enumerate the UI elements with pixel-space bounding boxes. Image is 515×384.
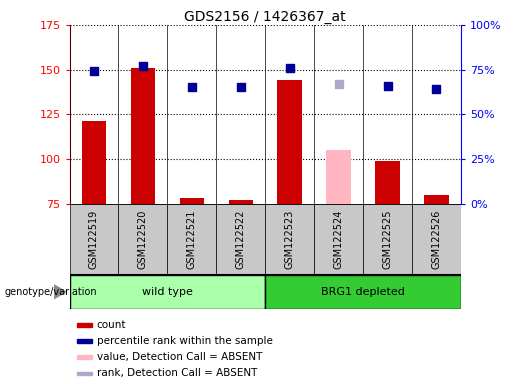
Bar [327, 150, 351, 204]
Title: GDS2156 / 1426367_at: GDS2156 / 1426367_at [184, 10, 346, 24]
Point [90, 68, 98, 74]
Bar [314, 204, 363, 275]
Text: GSM122523: GSM122523 [285, 209, 295, 269]
Bar [265, 275, 461, 309]
Text: GSM122519: GSM122519 [89, 209, 99, 269]
Point [139, 63, 147, 69]
Text: genotype/variation: genotype/variation [4, 287, 97, 297]
Text: GSM122520: GSM122520 [138, 209, 148, 269]
Text: rank, Detection Call = ABSENT: rank, Detection Call = ABSENT [97, 368, 257, 379]
Bar [70, 275, 265, 309]
Bar [265, 204, 314, 275]
Bar [77, 356, 92, 359]
Point [335, 81, 343, 87]
Bar [77, 339, 92, 343]
Bar [229, 200, 253, 204]
Point [187, 84, 196, 91]
Point [383, 83, 391, 89]
Bar [412, 204, 461, 275]
Bar [77, 372, 92, 375]
Text: BRG1 depleted: BRG1 depleted [321, 287, 405, 297]
Bar [77, 323, 92, 327]
Bar [167, 204, 216, 275]
Bar [118, 204, 167, 275]
Bar [216, 204, 265, 275]
Bar [180, 198, 204, 204]
Text: GSM122521: GSM122521 [187, 209, 197, 269]
Bar [424, 195, 449, 204]
Text: wild type: wild type [142, 287, 193, 297]
Text: percentile rank within the sample: percentile rank within the sample [97, 336, 272, 346]
Text: GSM122524: GSM122524 [334, 209, 344, 269]
Text: GSM122522: GSM122522 [236, 209, 246, 269]
Text: count: count [97, 320, 126, 330]
Point [432, 86, 440, 92]
Bar [363, 204, 412, 275]
Point [285, 65, 294, 71]
Point [236, 84, 245, 91]
Polygon shape [54, 284, 67, 300]
Bar [70, 204, 118, 275]
Bar [375, 161, 400, 204]
Text: GSM122526: GSM122526 [432, 209, 441, 269]
Text: value, Detection Call = ABSENT: value, Detection Call = ABSENT [97, 352, 262, 362]
Bar [82, 121, 106, 204]
Bar [278, 80, 302, 204]
Text: GSM122525: GSM122525 [383, 209, 392, 269]
Bar [131, 68, 155, 204]
